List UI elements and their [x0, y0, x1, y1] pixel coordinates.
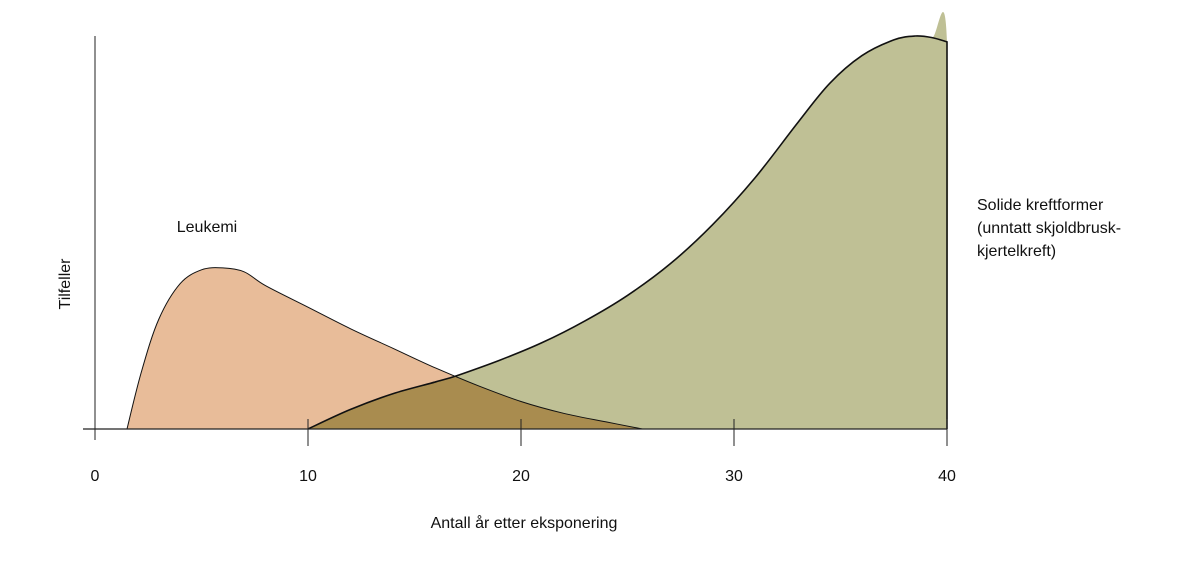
x-tick-label: 40 [938, 468, 956, 485]
series-label-solide-kreftformer: kjertelkreft) [977, 243, 1056, 260]
y-axis-label: Tilfeller [57, 258, 74, 310]
series-label-solide-kreftformer: Solide kreftformer [977, 197, 1104, 214]
x-tick-label: 30 [725, 468, 743, 485]
series-label-leukemi: Leukemi [177, 219, 237, 236]
x-axis-ticks: 0 10 20 30 40 [91, 419, 956, 485]
x-tick-label: 0 [91, 468, 100, 485]
x-tick-label: 20 [512, 468, 530, 485]
x-tick-label: 10 [299, 468, 317, 485]
area-leukemi [127, 267, 643, 429]
x-axis-label: Antall år etter eksponering [431, 514, 618, 532]
plot-areas [126, 11, 949, 430]
series-label-solide-kreftformer: (unntatt skjoldbrusk- [977, 220, 1121, 237]
line-leukemi [126, 267, 643, 430]
series-labels: Leukemi Solide kreftformer (unntatt skjold… [177, 197, 1121, 260]
line-solide-kreftformer [307, 35, 948, 430]
area-solide-kreftformer [308, 11, 949, 430]
